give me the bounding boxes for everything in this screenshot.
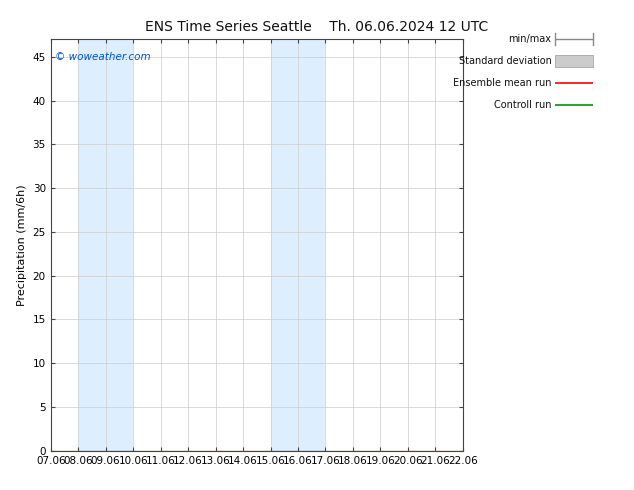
Text: min/max: min/max	[508, 34, 552, 44]
Y-axis label: Precipitation (mm/6h): Precipitation (mm/6h)	[17, 184, 27, 306]
Text: ENS Time Series Seattle    Th. 06.06.2024 12 UTC: ENS Time Series Seattle Th. 06.06.2024 1…	[145, 20, 489, 34]
Text: Controll run: Controll run	[494, 100, 552, 110]
Text: © woweather.com: © woweather.com	[55, 51, 150, 62]
Text: Ensemble mean run: Ensemble mean run	[453, 78, 552, 88]
Text: Standard deviation: Standard deviation	[459, 56, 552, 66]
Bar	[78, 39, 133, 451]
Bar	[271, 39, 325, 451]
Bar	[463, 39, 477, 451]
